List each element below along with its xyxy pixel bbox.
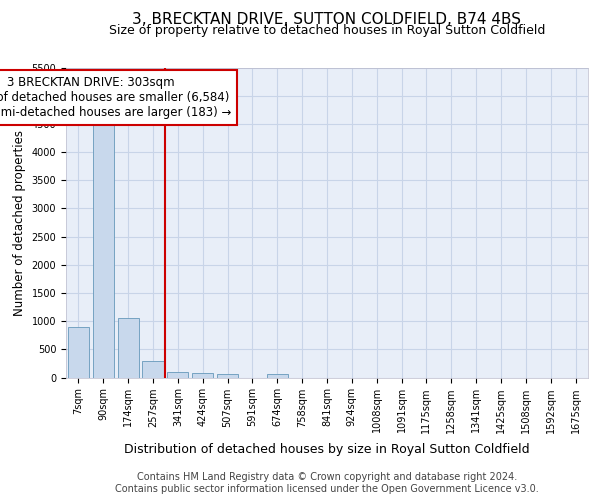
Text: Contains public sector information licensed under the Open Government Licence v3: Contains public sector information licen… bbox=[115, 484, 539, 494]
Text: 3, BRECKTAN DRIVE, SUTTON COLDFIELD, B74 4BS: 3, BRECKTAN DRIVE, SUTTON COLDFIELD, B74… bbox=[133, 12, 521, 28]
Bar bbox=[192, 374, 213, 378]
Text: Size of property relative to detached houses in Royal Sutton Coldfield: Size of property relative to detached ho… bbox=[109, 24, 545, 37]
Text: Contains HM Land Registry data © Crown copyright and database right 2024.: Contains HM Land Registry data © Crown c… bbox=[137, 472, 517, 482]
Text: Distribution of detached houses by size in Royal Sutton Coldfield: Distribution of detached houses by size … bbox=[124, 442, 530, 456]
Bar bbox=[142, 361, 164, 378]
Bar bbox=[217, 374, 238, 378]
Bar bbox=[267, 374, 288, 378]
Bar bbox=[167, 372, 188, 378]
Bar bbox=[118, 318, 139, 378]
Bar bbox=[68, 327, 89, 378]
Text: 3 BRECKTAN DRIVE: 303sqm
← 97% of detached houses are smaller (6,584)
3% of semi: 3 BRECKTAN DRIVE: 303sqm ← 97% of detach… bbox=[0, 76, 232, 119]
Bar bbox=[93, 124, 114, 378]
Y-axis label: Number of detached properties: Number of detached properties bbox=[13, 130, 26, 316]
